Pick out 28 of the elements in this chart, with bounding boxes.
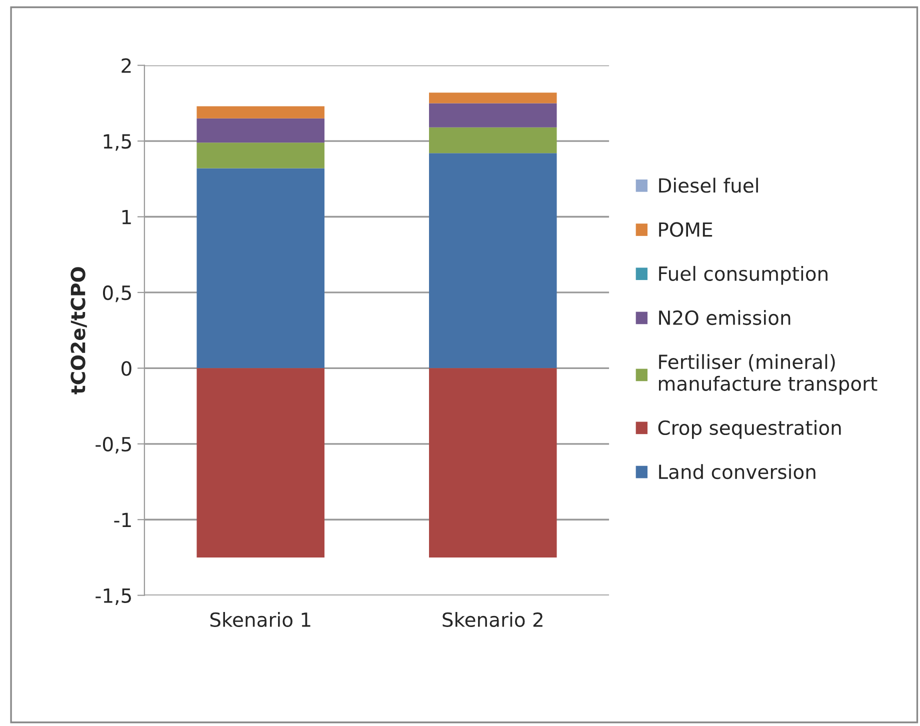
bar <box>196 118 324 143</box>
y-tick-label: 0 <box>122 361 132 376</box>
y-tick-label: -0,5 <box>96 436 131 454</box>
legend-label: N2O emission <box>659 310 790 326</box>
legend-label: Land conversion <box>659 464 816 480</box>
x-tick-label: Skenario 2 <box>442 612 542 628</box>
bar <box>196 368 324 558</box>
bar <box>196 168 324 368</box>
bar <box>429 153 557 368</box>
bar <box>196 106 324 118</box>
y-tick-label: 2 <box>122 58 131 73</box>
y-tick-label: 1 <box>122 210 131 224</box>
bar <box>429 368 557 558</box>
legend-label: Fuel consumption <box>659 266 828 285</box>
legend-label: POME <box>659 222 712 237</box>
bar <box>429 103 557 128</box>
bar <box>429 92 557 104</box>
y-tick-label: 1,5 <box>104 134 131 151</box>
y-tick-label: -1 <box>114 512 131 527</box>
bar <box>429 127 557 154</box>
y-tick-label: -1,5 <box>96 588 131 605</box>
bar <box>196 142 324 168</box>
legend-label: Fertiliser (mineral) manufacture transport <box>658 354 878 395</box>
legend-label: Crop sequestration <box>658 420 841 439</box>
y-tick-label: 0,5 <box>102 285 131 302</box>
legend-label: Diesel fuel <box>659 178 758 193</box>
x-tick-label: Skenario 1 <box>210 612 310 628</box>
y-axis-title: tCO2e/tCPO <box>70 267 87 394</box>
